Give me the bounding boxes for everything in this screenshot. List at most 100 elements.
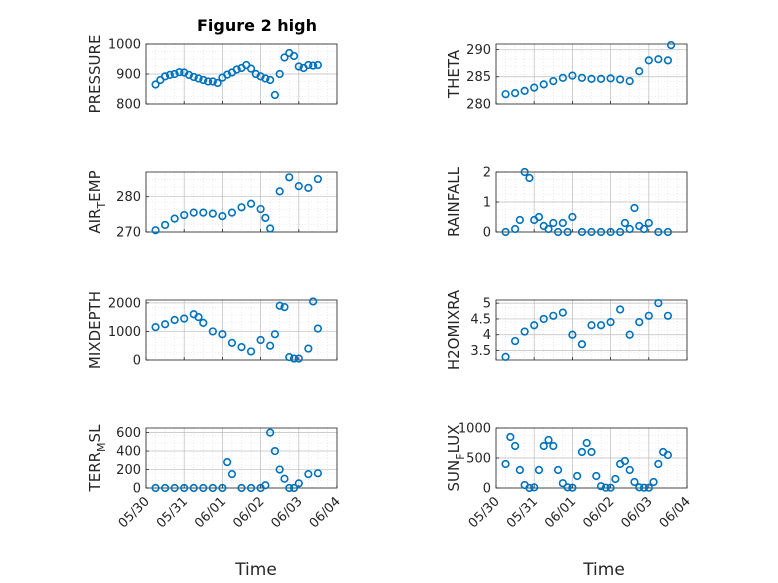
data-point bbox=[587, 227, 596, 237]
data-point bbox=[208, 77, 217, 86]
data-point bbox=[270, 446, 280, 456]
data-point bbox=[151, 80, 160, 89]
data-point bbox=[534, 212, 544, 222]
data-point bbox=[601, 483, 610, 492]
data-point bbox=[625, 465, 634, 475]
data-point bbox=[530, 321, 539, 330]
data-point bbox=[304, 60, 313, 70]
data-point bbox=[175, 68, 184, 77]
data-point bbox=[568, 212, 577, 222]
data-point bbox=[635, 318, 644, 327]
data-point bbox=[280, 474, 289, 483]
data-point bbox=[501, 352, 510, 361]
data-point bbox=[553, 465, 563, 475]
data-point bbox=[563, 227, 572, 237]
data-point bbox=[530, 83, 539, 92]
axes-box bbox=[495, 427, 688, 489]
data-point bbox=[170, 214, 179, 223]
data-point bbox=[170, 483, 179, 493]
data-point bbox=[246, 199, 256, 208]
data-point bbox=[256, 335, 265, 345]
y-tick-label: 0 bbox=[483, 482, 491, 497]
data-point bbox=[639, 224, 649, 234]
data-point bbox=[223, 70, 232, 79]
y-tick-label: 3.5 bbox=[470, 344, 491, 359]
data-point bbox=[549, 76, 558, 86]
data-point bbox=[606, 318, 615, 327]
data-point bbox=[520, 327, 529, 336]
data-point bbox=[501, 227, 510, 237]
data-point bbox=[237, 343, 246, 352]
data-point bbox=[309, 61, 318, 70]
data-point bbox=[654, 55, 663, 64]
x-tick-label: 05/31 bbox=[504, 494, 541, 531]
data-point bbox=[654, 227, 663, 237]
data-point bbox=[304, 183, 313, 192]
data-point bbox=[563, 483, 572, 492]
data-point bbox=[510, 224, 520, 234]
y-tick-label: 4 bbox=[483, 328, 491, 343]
x-tick-label: 05/31 bbox=[154, 494, 191, 531]
data-point bbox=[596, 482, 606, 491]
x-tick-label: 05/30 bbox=[116, 494, 153, 531]
data-point bbox=[501, 90, 510, 99]
y-label-part: EMP bbox=[86, 170, 104, 201]
data-point bbox=[275, 187, 284, 196]
data-point bbox=[620, 456, 630, 466]
data-point bbox=[616, 75, 625, 84]
data-point bbox=[644, 218, 653, 228]
data-point bbox=[596, 321, 606, 330]
data-point bbox=[261, 74, 270, 83]
y-axis-label: PRESSURE bbox=[86, 35, 104, 114]
subplot-h2omixra: 3.544.55 H2OMIXRA bbox=[445, 289, 688, 370]
data-point bbox=[635, 483, 644, 492]
data-point bbox=[304, 344, 313, 353]
axes-box bbox=[495, 171, 688, 233]
data-point bbox=[663, 56, 673, 65]
data-point bbox=[635, 67, 644, 76]
data-point bbox=[246, 64, 256, 73]
data-point bbox=[515, 465, 524, 475]
data-point bbox=[275, 465, 284, 474]
data-point bbox=[218, 212, 227, 221]
data-point bbox=[620, 218, 630, 228]
y-label-part: AIR bbox=[86, 209, 104, 234]
axes-box bbox=[145, 299, 338, 361]
y-axis-label: H2OMIXRA bbox=[445, 289, 463, 370]
y-tick-label: 900 bbox=[116, 68, 141, 83]
x-tick-label: 06/02 bbox=[580, 494, 617, 531]
data-point bbox=[520, 167, 529, 177]
data-point bbox=[539, 441, 548, 451]
data-point bbox=[625, 330, 634, 339]
data-point bbox=[289, 51, 299, 61]
data-point bbox=[294, 479, 303, 488]
y-tick-label: 1000 bbox=[458, 422, 491, 437]
data-point bbox=[275, 301, 284, 310]
data-point bbox=[625, 76, 634, 86]
y-axis-label: AIRTEMP bbox=[86, 170, 108, 233]
x-tick-label: 06/04 bbox=[307, 494, 344, 531]
data-point bbox=[151, 483, 160, 493]
y-tick-label: 600 bbox=[116, 426, 141, 441]
data-point bbox=[568, 483, 577, 492]
data-point bbox=[266, 341, 275, 350]
data-point bbox=[587, 447, 596, 457]
data-point bbox=[180, 314, 189, 323]
axes-box bbox=[145, 171, 338, 233]
y-tick-label: 280 bbox=[116, 190, 141, 205]
data-point bbox=[644, 56, 653, 65]
subplot-mixdepth: 0 1000 2000 MIXDEPTH bbox=[86, 291, 338, 369]
data-point bbox=[663, 450, 673, 460]
y-axis-label: MIXDEPTH bbox=[86, 291, 104, 369]
data-point bbox=[208, 483, 217, 493]
data-point bbox=[639, 483, 649, 492]
data-point bbox=[309, 297, 318, 306]
y-label-part: LUX bbox=[445, 425, 463, 454]
subplot-rainfall: 0 1 2 RAINFALL bbox=[445, 166, 688, 241]
y-label-subscript: M bbox=[95, 442, 108, 452]
data-point bbox=[237, 483, 246, 493]
data-point bbox=[213, 78, 222, 88]
x-tick-label: 06/01 bbox=[542, 494, 579, 531]
